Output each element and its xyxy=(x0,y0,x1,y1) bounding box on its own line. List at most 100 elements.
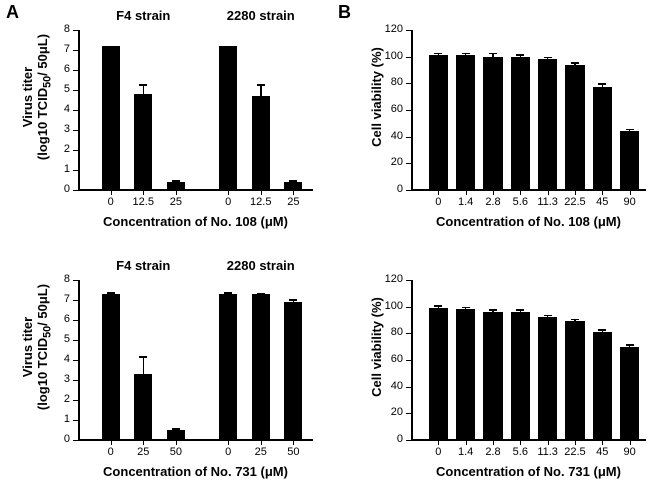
bar xyxy=(102,294,120,440)
x-axis-title: Concentration of No. 731 (μM) xyxy=(401,464,656,479)
group-label: F4 strain xyxy=(93,258,193,273)
x-axis-title: Concentration of No. 731 (μM) xyxy=(68,464,323,479)
ytick xyxy=(73,150,78,151)
row-bottom: 0123456780255002550F4 strain2280 strainC… xyxy=(0,250,666,500)
xtick-label: 25 xyxy=(275,196,311,208)
xtick xyxy=(575,440,576,445)
xtick xyxy=(261,440,262,445)
errorbar-cap xyxy=(544,57,552,59)
errorbar-cap xyxy=(598,83,606,85)
ytick xyxy=(73,320,78,321)
cell-A-top: 012345678012.525012.525F4 strain2280 str… xyxy=(0,0,333,250)
bar xyxy=(620,347,639,440)
xtick-label: 0 xyxy=(210,446,246,458)
xtick-label: 0 xyxy=(93,196,129,208)
xtick xyxy=(466,190,467,195)
ytick xyxy=(406,190,411,191)
y-axis xyxy=(411,30,413,190)
errorbar-cap xyxy=(172,180,180,182)
ytick xyxy=(406,280,411,281)
ytick xyxy=(406,307,411,308)
xtick xyxy=(293,190,294,195)
y-axis-title: Virus titer(log10 TCID50/ 50μL) xyxy=(20,267,54,427)
xtick xyxy=(520,440,521,445)
errorbar-cap xyxy=(224,292,232,294)
group-label: 2280 strain xyxy=(211,258,311,273)
y-axis xyxy=(78,30,80,190)
ytick xyxy=(73,70,78,71)
bar xyxy=(565,65,584,190)
group-label: F4 strain xyxy=(93,8,193,23)
errorbar-cap xyxy=(626,344,634,346)
cell-B-bottom: 02040608010012001.42.85.611.322.54590Con… xyxy=(333,250,666,500)
bar xyxy=(429,55,448,190)
ytick-label: 0 xyxy=(40,433,70,445)
y-axis-title: Cell viability (%) xyxy=(369,17,384,177)
cell-B-top: 02040608010012001.42.85.611.322.54590Con… xyxy=(333,0,666,250)
errorbar-cap xyxy=(172,428,180,430)
errorbar-cap xyxy=(434,305,442,307)
xtick-label: 12.5 xyxy=(125,196,161,208)
bar xyxy=(593,332,612,440)
xtick xyxy=(602,440,603,445)
chart-B_bottom: 02040608010012001.42.85.611.322.54590Con… xyxy=(411,280,646,440)
bar xyxy=(456,309,475,440)
bar xyxy=(252,294,270,440)
bar xyxy=(284,302,302,440)
xtick xyxy=(493,440,494,445)
ytick xyxy=(406,360,411,361)
bar xyxy=(511,312,530,440)
ytick xyxy=(73,30,78,31)
xtick xyxy=(176,190,177,195)
errorbar-cap xyxy=(434,53,442,55)
chart-A_top: 012345678012.525012.525F4 strain2280 str… xyxy=(78,30,313,190)
errorbar-cap xyxy=(139,356,147,358)
cell-A-bottom: 0123456780255002550F4 strain2280 strainC… xyxy=(0,250,333,500)
xtick xyxy=(111,190,112,195)
ytick xyxy=(406,30,411,31)
xtick-label: 50 xyxy=(158,446,194,458)
ytick xyxy=(73,420,78,421)
x-axis-title: Concentration of No. 108 (μM) xyxy=(401,214,656,229)
group-label: 2280 strain xyxy=(211,8,311,23)
ytick xyxy=(73,360,78,361)
bar xyxy=(511,57,530,190)
ytick xyxy=(406,440,411,441)
ytick-label: 0 xyxy=(373,433,403,445)
errorbar-cap xyxy=(257,84,265,86)
errorbar-cap xyxy=(107,292,115,294)
errorbar-cap xyxy=(462,307,470,309)
errorbar-cap xyxy=(516,309,524,311)
xtick xyxy=(261,190,262,195)
errorbar xyxy=(143,356,145,374)
xtick-label: 50 xyxy=(275,446,311,458)
xtick xyxy=(438,440,439,445)
ytick-label: 0 xyxy=(373,183,403,195)
ytick xyxy=(73,340,78,341)
errorbar-cap xyxy=(626,129,634,131)
row-top: 012345678012.525012.525F4 strain2280 str… xyxy=(0,0,666,250)
ytick xyxy=(73,110,78,111)
bar xyxy=(219,294,237,440)
xtick xyxy=(438,190,439,195)
ytick xyxy=(73,440,78,441)
bar xyxy=(219,46,237,190)
errorbar-cap xyxy=(489,309,497,311)
y-axis-title: Virus titer(log10 TCID50/ 50μL) xyxy=(20,17,54,177)
bar xyxy=(252,96,270,190)
xtick xyxy=(630,190,631,195)
xtick xyxy=(548,440,549,445)
ytick xyxy=(406,333,411,334)
xtick xyxy=(602,190,603,195)
xtick-label: 25 xyxy=(243,446,279,458)
bar xyxy=(538,317,557,440)
xtick xyxy=(228,440,229,445)
bar xyxy=(429,308,448,440)
ytick xyxy=(406,57,411,58)
ytick xyxy=(73,50,78,51)
errorbar-cap xyxy=(289,299,297,301)
xtick xyxy=(575,190,576,195)
xtick xyxy=(630,440,631,445)
figure-root: { "panel_labels": { "A": "A", "B": "B" }… xyxy=(0,0,666,501)
bar xyxy=(483,57,502,190)
